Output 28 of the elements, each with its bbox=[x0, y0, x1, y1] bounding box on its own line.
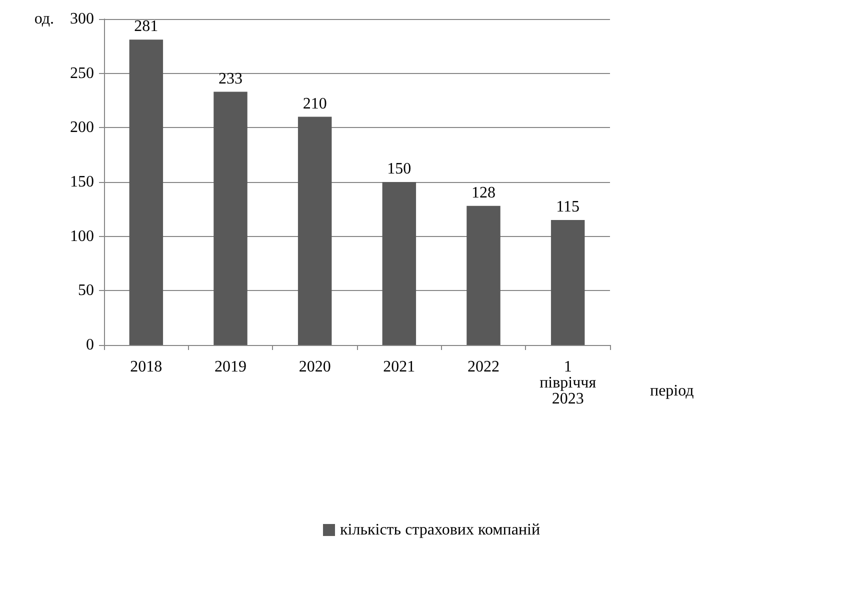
bar bbox=[550, 220, 585, 345]
data-label: 281 bbox=[134, 18, 158, 36]
x-tick-label: 1 півріччя 2023 bbox=[540, 358, 597, 408]
y-tick-label: 300 bbox=[70, 10, 94, 28]
y-tick-label: 50 bbox=[78, 282, 94, 300]
y-tick-label: 0 bbox=[86, 336, 94, 354]
y-tick-label: 150 bbox=[70, 174, 94, 190]
y-axis-title: од. bbox=[34, 10, 54, 28]
x-tick-label: 2020 bbox=[298, 358, 331, 376]
y-tick-label: 200 bbox=[70, 119, 94, 136]
y-tick-label: 100 bbox=[70, 228, 94, 245]
data-label: 210 bbox=[302, 95, 327, 112]
bar bbox=[298, 116, 332, 345]
x-axis-title: період bbox=[650, 382, 694, 400]
data-label: 115 bbox=[556, 198, 580, 216]
bar bbox=[129, 40, 164, 345]
data-label: 150 bbox=[387, 160, 412, 178]
x-tick-label: 2022 bbox=[468, 358, 500, 376]
x-tick-label: 2021 bbox=[383, 358, 416, 376]
x-tick-label: 2019 bbox=[214, 358, 246, 376]
y-tick-label: 250 bbox=[70, 64, 94, 82]
bar bbox=[214, 92, 248, 345]
x-tick-label: 2018 bbox=[130, 358, 162, 376]
bar bbox=[466, 206, 500, 345]
bar bbox=[382, 182, 416, 345]
data-label: 233 bbox=[218, 70, 242, 88]
legend-label: кількість страхових компаній bbox=[340, 522, 540, 538]
data-label: 128 bbox=[472, 184, 496, 202]
